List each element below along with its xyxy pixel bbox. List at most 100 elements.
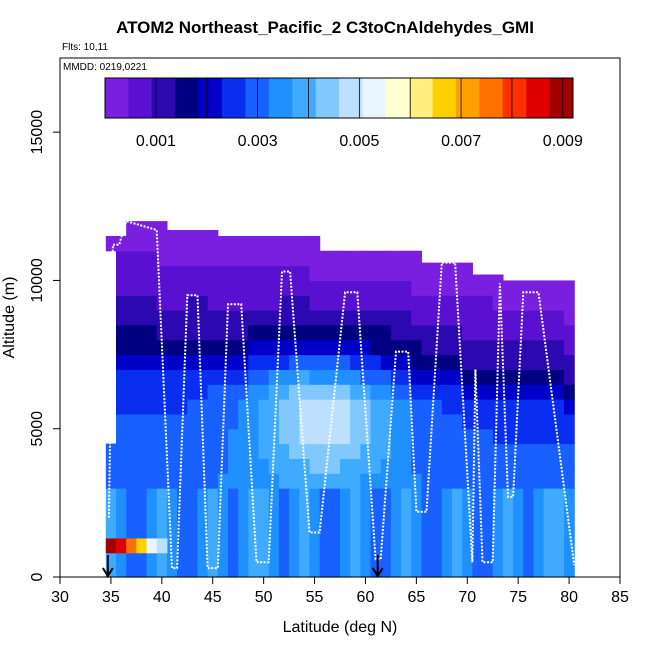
heatmap-cell <box>309 413 321 430</box>
heatmap-cell <box>564 310 575 326</box>
heatmap-cell <box>380 502 392 519</box>
heatmap-cell <box>289 399 300 415</box>
heatmap-cell <box>523 458 535 474</box>
heatmap-cell <box>462 443 473 459</box>
heatmap-cell <box>126 369 137 385</box>
heatmap-cell <box>156 443 168 459</box>
heatmap-cell <box>278 295 290 311</box>
heatmap-cell <box>492 399 504 415</box>
heatmap-cell <box>431 262 443 267</box>
heatmap-cell <box>268 250 280 267</box>
heatmap-cell <box>513 428 524 445</box>
heatmap-cell <box>502 354 514 370</box>
heatmap-cell <box>289 428 300 445</box>
x-tick-label: 70 <box>458 589 476 606</box>
heatmap-cell <box>299 547 311 563</box>
heatmap-cell <box>126 399 137 415</box>
heatmap-cell <box>421 262 433 267</box>
heatmap-cell <box>329 310 341 326</box>
heatmap-cell <box>350 399 361 415</box>
heatmap-cell <box>350 532 361 548</box>
heatmap-cell <box>207 230 219 237</box>
heatmap-cell <box>299 488 311 504</box>
heatmap-cell <box>401 562 412 578</box>
heatmap-cell <box>553 354 565 370</box>
heatmap-cell <box>411 458 423 474</box>
heatmap-cell <box>228 502 239 519</box>
heatmap-cell <box>238 235 249 252</box>
colorbar-tick-label: 0.001 <box>136 133 176 150</box>
heatmap-cell <box>177 339 188 356</box>
heatmap-cell <box>217 458 229 474</box>
heatmap-cell <box>238 473 249 489</box>
heatmap-cell <box>543 399 555 415</box>
heatmap-cell <box>329 562 341 578</box>
heatmap-cell <box>421 547 433 563</box>
heatmap-cell <box>166 265 178 282</box>
heatmap-cell <box>401 458 412 474</box>
heatmap-cell <box>431 399 443 415</box>
heatmap-cell <box>411 324 423 341</box>
heatmap-cell <box>452 458 463 474</box>
heatmap-cell <box>166 354 178 370</box>
heatmap-cell <box>482 280 494 296</box>
heatmap-cell <box>146 280 158 296</box>
heatmap-cell <box>146 473 158 489</box>
heatmap-cell <box>146 458 158 474</box>
heatmap-cell <box>116 280 127 296</box>
heatmap-cell <box>116 235 127 252</box>
heatmap-cell <box>360 339 372 356</box>
heatmap-cell <box>126 235 137 252</box>
heatmap-cell <box>136 458 148 474</box>
heatmap-cell <box>289 250 300 267</box>
heatmap-cell <box>401 310 412 326</box>
heatmap-cell <box>207 458 219 474</box>
heatmap-cell <box>350 562 361 578</box>
heatmap-cell <box>401 428 412 445</box>
heatmap-cell <box>340 399 351 415</box>
heatmap-cell <box>289 265 300 282</box>
heatmap-cell <box>390 265 402 282</box>
x-tick-label: 80 <box>560 589 578 606</box>
heatmap-cell <box>390 562 402 578</box>
heatmap-cell <box>462 517 473 534</box>
heatmap-cell <box>116 295 127 311</box>
heatmap-cell <box>452 488 463 504</box>
heatmap-cell <box>553 399 565 415</box>
heatmap-cell <box>543 384 555 400</box>
heatmap-cell <box>329 532 341 548</box>
heatmap-cell <box>502 562 514 578</box>
heatmap-cell <box>126 443 137 459</box>
heatmap-cell <box>309 399 321 415</box>
heatmap-cell <box>228 235 239 252</box>
heatmap-cell <box>126 413 137 430</box>
heatmap-cell <box>533 443 545 459</box>
heatmap-cell <box>543 354 555 370</box>
heatmap-cell <box>116 547 127 563</box>
heatmap-cell <box>390 488 402 504</box>
heatmap-cell <box>350 265 361 282</box>
heatmap-cell <box>197 458 209 474</box>
heatmap-cell <box>177 502 188 519</box>
heatmap-cell <box>126 339 137 356</box>
colorbar-swatch <box>385 78 410 118</box>
heatmap-cell <box>482 473 494 489</box>
heatmap-cell <box>238 250 249 267</box>
heatmap-cell <box>156 280 168 296</box>
heatmap-cell <box>289 502 300 519</box>
heatmap-cell <box>564 384 575 400</box>
heatmap-cell <box>309 443 321 459</box>
heatmap-cell <box>492 517 504 534</box>
heatmap-cell <box>431 384 443 400</box>
heatmap-cell <box>543 428 555 445</box>
heatmap-cell <box>564 532 575 548</box>
heatmap-cell <box>299 354 311 370</box>
heatmap-cell <box>523 488 535 504</box>
heatmap-cell <box>441 295 453 311</box>
heatmap-cell <box>146 428 158 445</box>
heatmap-cell <box>309 250 321 267</box>
heatmap-cell <box>421 458 433 474</box>
heatmap-cell <box>390 369 402 385</box>
heatmap-cell <box>207 354 219 370</box>
heatmap-cell <box>543 280 555 296</box>
